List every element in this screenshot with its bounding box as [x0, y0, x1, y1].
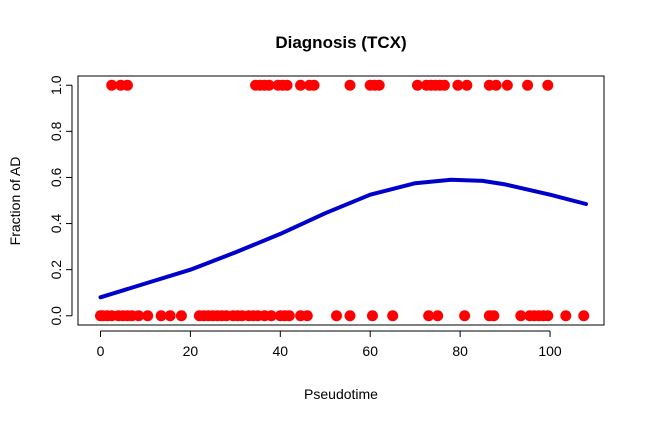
scatter-point — [438, 79, 450, 91]
scatter-point — [133, 310, 145, 322]
scatter-point — [387, 310, 399, 322]
scatter-point — [411, 79, 423, 91]
scatter-point — [515, 310, 527, 322]
y-tick-label: 0.6 — [48, 168, 64, 188]
y-tick-label: 0.2 — [48, 260, 64, 280]
scatter-point — [331, 310, 343, 322]
scatter-point — [423, 310, 435, 322]
scatter-point — [106, 79, 118, 91]
scatter-points — [94, 79, 590, 322]
y-tick-label: 0.4 — [48, 214, 64, 234]
scatter-point — [265, 310, 277, 322]
scatter-point — [344, 79, 356, 91]
y-axis-label: Fraction of AD — [7, 157, 23, 246]
scatter-point — [283, 310, 295, 322]
scatter-point — [461, 79, 473, 91]
scatter-point — [295, 79, 307, 91]
scatter-point — [175, 310, 187, 322]
y-tick-label: 1.0 — [48, 75, 64, 95]
scatter-point — [501, 79, 513, 91]
scatter-point — [488, 310, 500, 322]
scatter-point — [308, 79, 320, 91]
x-tick-label: 80 — [452, 343, 468, 359]
scatter-point — [164, 310, 176, 322]
x-axis-label: Pseudotime — [304, 386, 378, 402]
plot-area-box — [77, 75, 605, 326]
scatter-point — [452, 79, 464, 91]
scatter-point — [432, 310, 444, 322]
fit-line — [98, 177, 588, 300]
scatter-point — [522, 79, 534, 91]
x-tick-label: 20 — [183, 343, 199, 359]
x-tick-label: 100 — [538, 343, 562, 359]
scatter-point — [542, 79, 554, 91]
scatter-point — [373, 79, 385, 91]
scatter-point — [366, 310, 378, 322]
y-tick-label: 0.0 — [48, 306, 64, 326]
scatter-point — [142, 310, 154, 322]
x-axis: 0 20 40 60 80 100 — [97, 330, 562, 359]
y-axis: 0.0 0.2 0.4 0.6 0.8 1.0 — [48, 75, 73, 326]
scatter-point — [560, 310, 572, 322]
chart-title: Diagnosis (TCX) — [275, 33, 406, 52]
scatter-point — [578, 310, 590, 322]
fit-line-group — [98, 177, 588, 300]
y-tick-label: 0.8 — [48, 121, 64, 141]
scatter-point — [344, 310, 356, 322]
scatter-point — [542, 310, 554, 322]
x-tick-label: 0 — [97, 343, 105, 359]
scatter-point — [490, 79, 502, 91]
scatter-point — [459, 310, 471, 322]
scatter-point — [155, 310, 167, 322]
scatter-point — [301, 310, 313, 322]
x-tick-label: 40 — [273, 343, 289, 359]
scatter-point — [263, 79, 275, 91]
scatter-point — [121, 79, 133, 91]
x-tick-label: 60 — [362, 343, 378, 359]
scatter-point — [281, 79, 293, 91]
